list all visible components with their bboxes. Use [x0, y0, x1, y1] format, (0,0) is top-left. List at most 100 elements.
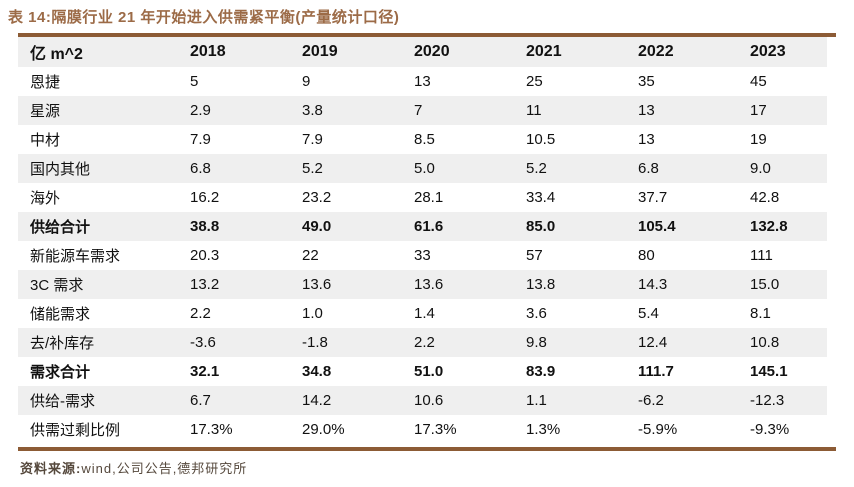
- value-cell: 38.8: [190, 218, 220, 235]
- value-cell: 5.2: [302, 160, 323, 177]
- value-cell: 33.4: [526, 189, 556, 206]
- value-cell: 13.6: [302, 276, 332, 293]
- row-label-cell: 需求合计: [30, 364, 91, 381]
- table-row: 中材 7.9 7.9 8.5 10.5 13 19: [18, 125, 827, 154]
- value-cell: 61.6: [414, 218, 444, 235]
- value-cell: 2.9: [190, 102, 211, 119]
- supply-demand-table: 亿 m^2 2018 2019 2020 2021 2022 2023 恩捷 5 9 13 25 3…: [18, 37, 827, 444]
- value-cell: 80: [638, 247, 655, 264]
- source-label: 资料来源:: [20, 461, 82, 476]
- value-cell: 7.9: [190, 131, 211, 148]
- row-label-cell: 新能源车需求: [30, 248, 121, 265]
- value-cell: 1.0: [302, 305, 323, 322]
- value-cell: -1.8: [302, 334, 328, 351]
- value-cell: 17: [750, 102, 767, 119]
- year-column-header: 2019: [302, 43, 338, 60]
- value-cell: 105.4: [638, 218, 676, 235]
- value-cell: -6.2: [638, 392, 664, 409]
- year-column-header: 2020: [414, 43, 450, 60]
- year-column-header: 2022: [638, 43, 674, 60]
- value-cell: 57: [526, 247, 543, 264]
- value-cell: 111.7: [638, 363, 674, 380]
- value-cell: 1.1: [526, 392, 547, 409]
- value-cell: 1.4: [414, 305, 435, 322]
- value-cell: 6.8: [638, 160, 659, 177]
- value-cell: 32.1: [190, 363, 220, 380]
- table-row: 新能源车需求 20.3 22 33 57 80 111: [18, 241, 827, 270]
- value-cell: 13.8: [526, 276, 556, 293]
- table-row: 供给-需求 6.7 14.2 10.6 1.1 -6.2 -12.3: [18, 386, 827, 415]
- table-row: 星源 2.9 3.8 7 11 13 17: [18, 96, 827, 125]
- value-cell: 10.8: [750, 334, 780, 351]
- value-cell: 20.3: [190, 247, 220, 264]
- table-bottom-border: [18, 447, 836, 451]
- value-cell: 12.4: [638, 334, 668, 351]
- table-header-row: 亿 m^2 2018 2019 2020 2021 2022 2023: [18, 37, 827, 67]
- table-body: 恩捷 5 9 13 25 35 45 星源 2.9 3.8 7 11 13 17 中材 7.9 7.9 8.5 10…: [18, 67, 827, 444]
- row-label-cell: 去/补库存: [30, 335, 95, 352]
- value-cell: 7.9: [302, 131, 323, 148]
- value-cell: 33: [414, 247, 431, 264]
- table-row: 供给合计 38.8 49.0 61.6 85.0 105.4 132.8: [18, 212, 827, 241]
- year-column-header: 2018: [190, 43, 226, 60]
- year-column-header: 2023: [750, 43, 786, 60]
- value-cell: 3.8: [302, 102, 323, 119]
- source-text: wind,公司公告,德邦研究所: [81, 461, 248, 476]
- value-cell: 9: [302, 73, 311, 90]
- row-label-cell: 恩捷: [30, 74, 61, 91]
- value-cell: 17.3%: [190, 421, 233, 438]
- value-cell: 13: [414, 73, 431, 90]
- row-label-cell: 供给合计: [30, 219, 91, 236]
- row-label-cell: 3C 需求: [30, 277, 84, 294]
- value-cell: 132.8: [750, 218, 788, 235]
- row-label-cell: 国内其他: [30, 161, 91, 178]
- value-cell: 5.2: [526, 160, 547, 177]
- value-cell: 3.6: [526, 305, 547, 322]
- value-cell: 10.5: [526, 131, 556, 148]
- value-cell: 45: [750, 73, 767, 90]
- value-cell: 34.8: [302, 363, 332, 380]
- value-cell: 83.9: [526, 363, 556, 380]
- value-cell: -3.6: [190, 334, 216, 351]
- value-cell: 145.1: [750, 363, 788, 380]
- value-cell: -9.3%: [750, 421, 790, 438]
- value-cell: 9.0: [750, 160, 771, 177]
- table-top-border: [18, 33, 836, 37]
- row-label-cell: 星源: [30, 103, 61, 120]
- value-cell: 8.5: [414, 131, 435, 148]
- unit-header-cell: 亿 m^2: [30, 46, 83, 63]
- table-row: 去/补库存 -3.6 -1.8 2.2 9.8 12.4 10.8: [18, 328, 827, 357]
- value-cell: 25: [526, 73, 543, 90]
- value-cell: 5.4: [638, 305, 659, 322]
- value-cell: 22: [302, 247, 319, 264]
- table-row: 需求合计 32.1 34.8 51.0 83.9 111.7 145.1: [18, 357, 827, 386]
- value-cell: 111: [750, 247, 773, 264]
- table-row: 储能需求 2.2 1.0 1.4 3.6 5.4 8.1: [18, 299, 827, 328]
- row-label-cell: 供需过剩比例: [30, 422, 121, 439]
- value-cell: 5: [190, 73, 199, 90]
- row-label-cell: 中材: [30, 132, 61, 149]
- table-row: 国内其他 6.8 5.2 5.0 5.2 6.8 9.0: [18, 154, 827, 183]
- value-cell: 14.2: [302, 392, 332, 409]
- value-cell: 35: [638, 73, 655, 90]
- value-cell: 10.6: [414, 392, 444, 409]
- value-cell: 9.8: [526, 334, 547, 351]
- table-row: 海外 16.2 23.2 28.1 33.4 37.7 42.8: [18, 183, 827, 212]
- value-cell: 6.8: [190, 160, 211, 177]
- value-cell: 17.3%: [414, 421, 457, 438]
- value-cell: 7: [414, 102, 423, 119]
- value-cell: -12.3: [750, 392, 785, 409]
- value-cell: 5.0: [414, 160, 435, 177]
- table-title: 表 14:隔膜行业 21 年开始进入供需紧平衡(产量统计口径): [8, 9, 400, 26]
- value-cell: 51.0: [414, 363, 444, 380]
- table-row: 供需过剩比例 17.3% 29.0% 17.3% 1.3% -5.9% -9.3%: [18, 415, 827, 444]
- value-cell: 28.1: [414, 189, 444, 206]
- value-cell: 8.1: [750, 305, 771, 322]
- row-label-cell: 储能需求: [30, 306, 91, 323]
- table-row: 3C 需求 13.2 13.6 13.6 13.8 14.3 15.0: [18, 270, 827, 299]
- value-cell: 2.2: [190, 305, 211, 322]
- value-cell: 6.7: [190, 392, 211, 409]
- value-cell: 23.2: [302, 189, 332, 206]
- value-cell: 11: [526, 102, 542, 119]
